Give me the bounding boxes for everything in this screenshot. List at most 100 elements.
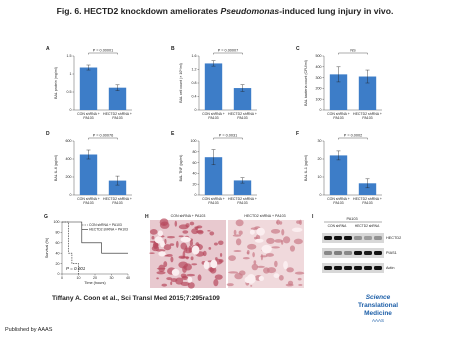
tissue-texture <box>213 279 219 287</box>
panel-label: F <box>296 131 299 137</box>
x-tick-label: CON shRNA + <box>327 197 350 201</box>
tissue-texture <box>242 257 250 260</box>
bar <box>204 157 223 195</box>
significance-bracket <box>338 137 368 140</box>
tissue-texture <box>246 251 250 255</box>
tissue-texture <box>182 230 189 234</box>
y-tick-label: 0.8 <box>192 81 197 85</box>
blot-band <box>354 266 362 270</box>
tissue-texture <box>166 253 173 257</box>
error-bar <box>115 84 120 91</box>
y-axis-label: Survival (%) <box>45 237 49 258</box>
citation: Tiffany A. Coon et al., Sci Transl Med 2… <box>52 295 220 302</box>
journal-logo: Science Translational Medicine AAAS <box>358 294 398 323</box>
error-bar <box>86 64 91 71</box>
y-tick-label: 300 <box>316 76 322 80</box>
panel-label: D <box>46 131 50 137</box>
y-tick-label: 0 <box>195 193 197 197</box>
x-tick-label: PA103 <box>208 201 218 205</box>
panel-label: C <box>296 46 300 52</box>
panel-label: H <box>145 214 149 220</box>
significance-bracket <box>213 137 243 140</box>
tissue-texture <box>189 221 195 226</box>
y-tick-label: 100 <box>54 220 60 224</box>
alveolar-space <box>160 240 165 248</box>
tissue-texture <box>226 283 234 287</box>
tissue-texture <box>170 256 174 263</box>
y-tick-label: 1 <box>70 72 72 76</box>
alveolar-space <box>291 227 303 233</box>
tissue-texture <box>278 275 284 281</box>
significance-label: P = 0.0002 <box>344 134 362 138</box>
tissue-texture <box>281 229 285 236</box>
tissue-texture <box>289 245 295 252</box>
tissue-texture <box>253 260 257 265</box>
bar <box>108 87 127 110</box>
tissue-texture <box>214 274 223 280</box>
significance-bracket <box>338 52 368 55</box>
tissue-texture <box>218 259 224 263</box>
x-tick-label: PA103 <box>237 116 247 120</box>
blot-band <box>334 266 342 270</box>
y-tick-label: 0 <box>70 193 72 197</box>
blot-band <box>354 251 362 255</box>
tissue-texture <box>250 285 253 287</box>
error-bar <box>336 150 341 161</box>
y-tick-label: 0 <box>70 108 72 112</box>
x-tick-label: 40 <box>126 276 130 280</box>
tissue-texture <box>238 230 243 235</box>
alveolar-space <box>158 251 166 257</box>
y-tick-label: 10 <box>318 175 322 179</box>
tissue-texture <box>276 219 280 225</box>
tissue-texture <box>161 283 168 287</box>
x-tick-label: 30 <box>110 276 114 280</box>
bar <box>358 76 377 110</box>
panel-label: I <box>312 214 314 220</box>
logo-text: Translational <box>358 302 398 309</box>
significance-bracket <box>213 52 243 55</box>
x-tick-label: PA103 <box>112 116 122 120</box>
tissue-texture <box>164 238 167 245</box>
y-tick-label: 1.6 <box>192 54 197 58</box>
tissue-texture <box>151 235 155 240</box>
blot-band <box>364 236 372 240</box>
alveolar-space <box>283 260 288 270</box>
y-tick-label: 100 <box>191 139 197 143</box>
x-tick-label: HECTD2 shRNA + <box>103 112 132 116</box>
tissue-texture <box>297 277 302 281</box>
survival-curve <box>62 221 79 274</box>
tissue-texture <box>208 246 212 250</box>
band-label: PIAS1 <box>386 251 397 255</box>
tissue-texture <box>159 218 169 226</box>
tissue-texture <box>293 238 303 245</box>
tissue-texture <box>186 273 196 277</box>
alveolar-space <box>210 259 218 269</box>
tissue-texture <box>260 255 268 258</box>
tissue-texture <box>247 243 257 250</box>
x-tick-label: CON shRNA + <box>202 197 225 201</box>
y-axis-label: BAL cell count (× 10⁵/ml) <box>179 63 183 103</box>
tissue-texture <box>167 235 175 239</box>
tissue-texture <box>191 263 198 266</box>
error-bar <box>211 149 216 165</box>
y-tick-label: 20 <box>193 182 197 186</box>
tissue-texture <box>187 282 195 289</box>
alveolar-space <box>254 238 264 243</box>
tissue-texture <box>163 244 172 251</box>
y-axis-label: BAL bacteria count (CFU/ml) <box>304 60 308 106</box>
x-tick-label: HECTD2 shRNA + <box>353 112 382 116</box>
error-bar <box>336 66 341 83</box>
blot-band <box>364 266 372 270</box>
alveolar-space <box>261 244 272 254</box>
y-tick-label: 1.5 <box>67 54 72 58</box>
x-tick-label: PA103 <box>237 201 247 205</box>
blot-band <box>344 266 352 270</box>
significance-label: P = 0.0031 <box>219 134 237 138</box>
y-axis-label: BAL TNF (pg/ml) <box>179 155 183 182</box>
tissue-texture <box>209 266 217 274</box>
x-tick-label: CON shRNA + <box>327 112 350 116</box>
significance-label: P = 0.00007 <box>218 49 239 53</box>
blot-band <box>364 251 372 255</box>
tissue-texture <box>178 261 188 269</box>
